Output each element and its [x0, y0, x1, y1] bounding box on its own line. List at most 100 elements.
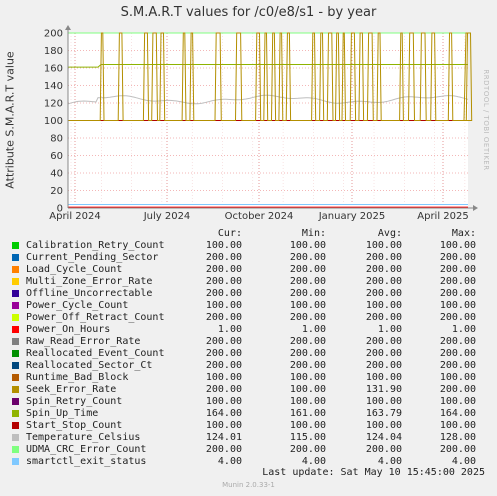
legend-cur: 4.00 [217, 456, 242, 467]
last-update: Last update: Sat May 10 15:45:00 2025 [262, 467, 485, 478]
legend-avg: 100.00 [365, 420, 402, 431]
legend-item: Temperature_Celsius 124.01 115.00 124.04 128… [12, 432, 482, 444]
legend-min: 200.00 [289, 336, 326, 347]
legend-max: 200.00 [439, 312, 476, 323]
legend-swatch [12, 338, 19, 345]
legend-min: 200.00 [289, 312, 326, 323]
legend-item: Load_Cycle_Count 200.00 200.00 200.00 200.00 [12, 264, 482, 276]
y-tick-label: 180 [44, 46, 63, 57]
y-tick-label: 160 [44, 64, 63, 75]
legend-max: 200.00 [439, 444, 476, 455]
legend-min: 100.00 [289, 300, 326, 311]
legend: Cur: Min: Avg: Max: Calibration_Retry_Co… [12, 228, 482, 468]
legend-max: 100.00 [439, 372, 476, 383]
legend-header-cur: Cur: [217, 228, 242, 239]
legend-name: Calibration_Retry_Count [26, 240, 165, 251]
chart-title: S.M.A.R.T values for /c0/e8/s1 - by year [120, 5, 377, 20]
legend-avg: 200.00 [365, 312, 402, 323]
legend-name: Runtime_Bad_Block [26, 372, 129, 383]
legend-max: 164.00 [439, 408, 476, 419]
legend-max: 100.00 [439, 240, 476, 251]
legend-cur: 100.00 [205, 240, 242, 251]
legend-min: 200.00 [289, 276, 326, 287]
legend-name: Power_On_Hours [26, 324, 111, 335]
x-tick-label: April 2025 [417, 211, 468, 222]
legend-cur: 200.00 [205, 312, 242, 323]
legend-item: Runtime_Bad_Block 100.00 100.00 100.00 100.0… [12, 372, 482, 384]
legend-max: 200.00 [439, 252, 476, 263]
legend-cur: 1.00 [217, 324, 242, 335]
legend-header: Cur: Min: Avg: Max: [12, 228, 482, 240]
legend-cur: 100.00 [205, 300, 242, 311]
legend-swatch [12, 374, 19, 381]
legend-cur: 200.00 [205, 384, 242, 395]
legend-avg: 200.00 [365, 288, 402, 299]
legend-min: 200.00 [289, 360, 326, 371]
legend-name: Offline_Uncorrectable [26, 288, 153, 299]
y-tick-label: 140 [44, 81, 63, 92]
legend-cur: 200.00 [205, 444, 242, 455]
y-tick-label: 40 [50, 169, 63, 180]
legend-min: 200.00 [289, 288, 326, 299]
x-axis-arrow [473, 205, 478, 211]
legend-avg: 124.04 [365, 432, 402, 443]
axes: 0 20 40 60 80 100 120 140 160 180 200 April 2024 Jul… [44, 25, 478, 222]
legend-swatch [12, 398, 19, 405]
legend-cur: 200.00 [205, 336, 242, 347]
legend-avg: 200.00 [365, 264, 402, 275]
legend-swatch [12, 362, 19, 369]
legend-avg: 200.00 [365, 336, 402, 347]
legend-cur: 200.00 [205, 360, 242, 371]
legend-name: smartctl_exit_status [26, 456, 147, 467]
legend-header-avg: Avg: [377, 228, 402, 239]
legend-swatch [12, 350, 19, 357]
legend-avg: 100.00 [365, 372, 402, 383]
legend-item: Current_Pending_Sector 200.00 200.00 200.00… [12, 252, 482, 264]
legend-avg: 200.00 [365, 276, 402, 287]
legend-max: 200.00 [439, 384, 476, 395]
legend-name: Multi_Zone_Error_Rate [26, 276, 153, 287]
legend-name: Current_Pending_Sector [26, 252, 159, 263]
legend-max: 1.00 [451, 324, 476, 335]
x-tick-label: April 2024 [49, 211, 100, 222]
legend-item: Multi_Zone_Error_Rate 200.00 200.00 200.00 2… [12, 276, 482, 288]
legend-cur: 200.00 [205, 264, 242, 275]
legend-swatch [12, 410, 19, 417]
legend-avg: 163.79 [365, 408, 402, 419]
legend-name: Reallocated_Sector_Ct [26, 360, 153, 371]
y-axis-arrow [65, 25, 71, 30]
legend-swatch [12, 266, 19, 273]
legend-name: Load_Cycle_Count [26, 264, 123, 275]
legend-item: UDMA_CRC_Error_Count 200.00 200.00 200.00 20… [12, 444, 482, 456]
legend-avg: 200.00 [365, 360, 402, 371]
legend-avg: 1.00 [377, 324, 402, 335]
legend-item: Reallocated_Event_Count 200.00 200.00 200.0… [12, 348, 482, 360]
legend-header-max: Max: [451, 228, 476, 239]
legend-max: 200.00 [439, 288, 476, 299]
legend-min: 100.00 [289, 372, 326, 383]
legend-swatch [12, 314, 19, 321]
y-tick-label: 120 [44, 99, 63, 110]
legend-cur: 200.00 [205, 288, 242, 299]
legend-item: smartctl_exit_status 4.00 4.00 4.00 4.00 [12, 456, 482, 468]
legend-swatch [12, 434, 19, 441]
legend-avg: 200.00 [365, 444, 402, 455]
legend-name: Power_Cycle_Count [26, 300, 129, 311]
legend-name: Start_Stop_Count [26, 420, 123, 431]
munin-version: Munin 2.0.33-1 [222, 481, 275, 489]
series-group [67, 32, 473, 208]
legend-rows: Calibration_Retry_Count 100.00 100.00 100.0… [12, 240, 482, 468]
legend-min: 100.00 [289, 240, 326, 251]
legend-cur: 200.00 [205, 276, 242, 287]
legend-swatch [12, 242, 19, 249]
legend-cur: 100.00 [205, 396, 242, 407]
legend-max: 200.00 [439, 336, 476, 347]
legend-swatch [12, 386, 19, 393]
legend-swatch [12, 326, 19, 333]
legend-cur: 200.00 [205, 252, 242, 263]
legend-name: Seek_Error_Rate [26, 384, 117, 395]
legend-avg: 100.00 [365, 396, 402, 407]
legend-max: 200.00 [439, 264, 476, 275]
legend-avg: 131.90 [365, 384, 402, 395]
legend-name: Power_Off_Retract_Count [26, 312, 165, 323]
